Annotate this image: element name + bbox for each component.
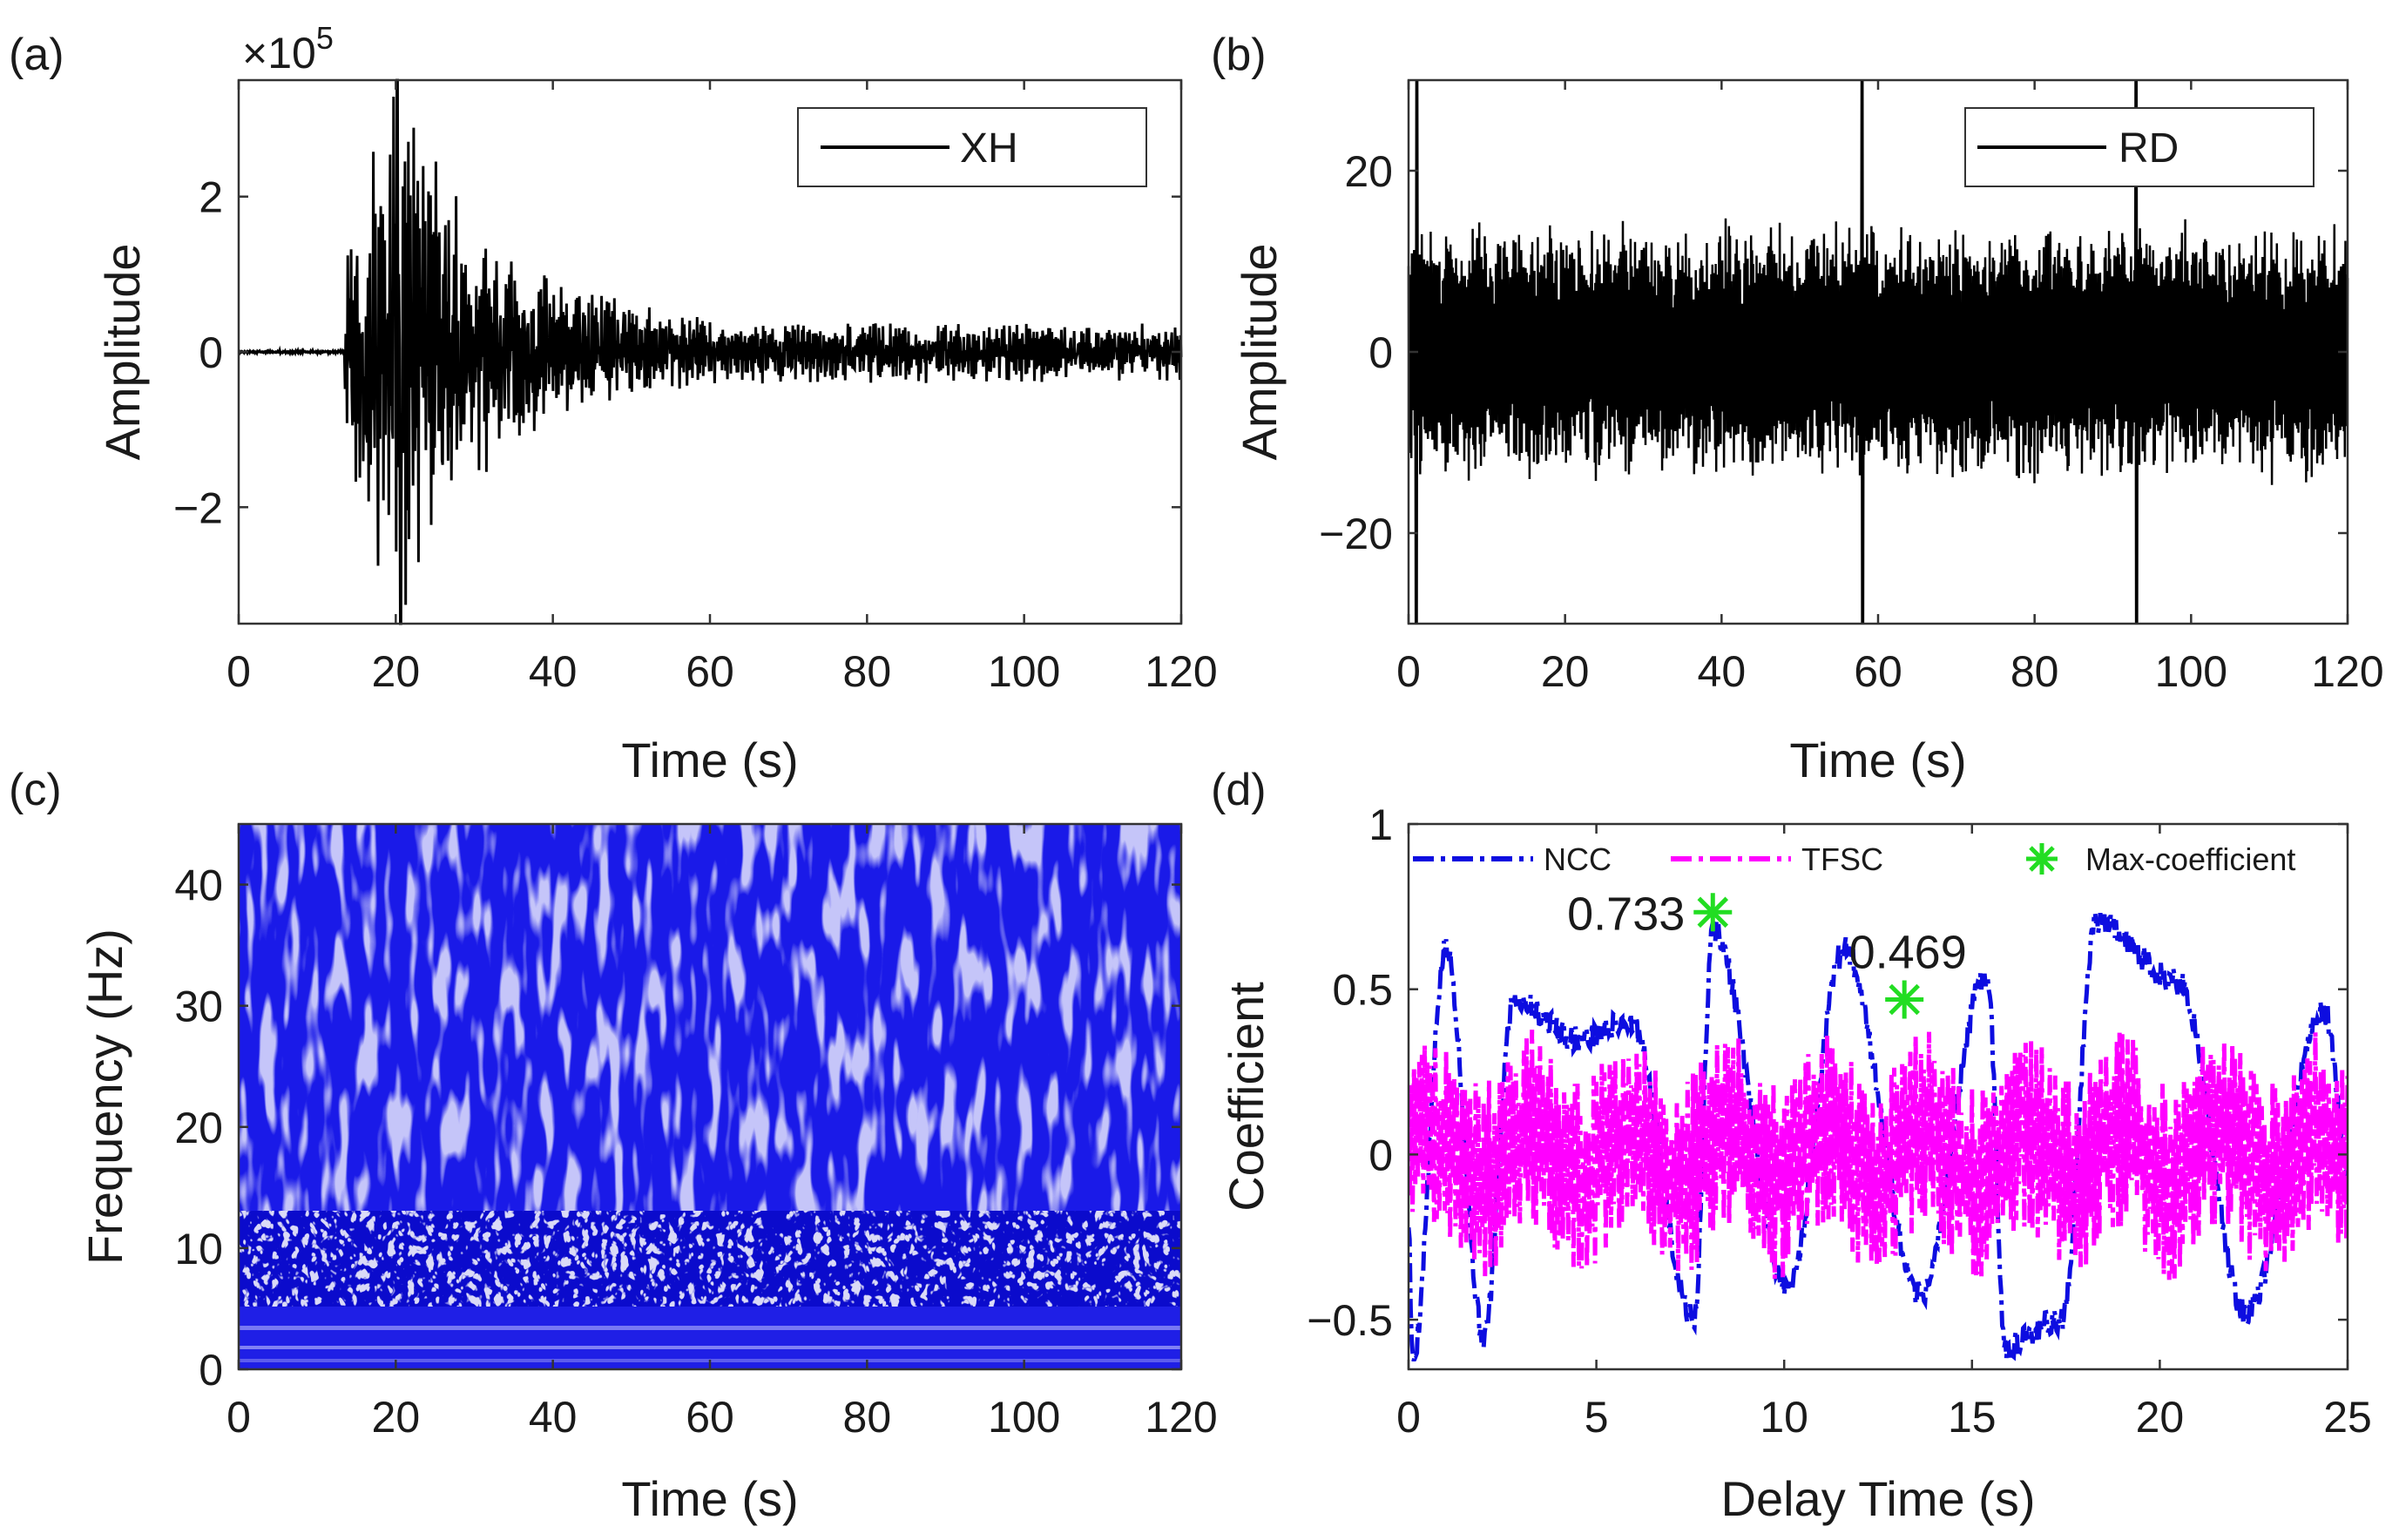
- x-tick-label: 100: [988, 647, 1060, 696]
- x-tick-label: 0: [226, 647, 251, 696]
- scale-factor-exponent: 5: [316, 20, 334, 56]
- y-tick-label: −2: [173, 483, 223, 532]
- x-tick-label: 0: [226, 1393, 251, 1442]
- plot-area-a: [237, 78, 1183, 625]
- max-coefficient-marker: [1885, 980, 1924, 1019]
- y-tick-label: 1: [1368, 800, 1393, 849]
- max-coefficient-markers: 0.733 0.469: [1567, 888, 1967, 1019]
- max-coefficient-label: 0.469: [1849, 926, 1967, 978]
- max-coefficient-marker: [1693, 893, 1733, 932]
- panel-label-a: (a): [9, 30, 64, 80]
- legend-a: XH: [797, 107, 1147, 187]
- x-tick-label: 0: [1396, 1393, 1421, 1442]
- y-ticks-d: −0.5 0 0.5 1: [1307, 800, 2348, 1345]
- y-tick-label: 30: [174, 983, 223, 1031]
- y-ticks-c: 0 10 20 30 40: [174, 861, 1181, 1395]
- scale-factor-base: ×10: [242, 29, 316, 78]
- y-tick-label: 20: [174, 1104, 223, 1152]
- max-coefficient-label: 0.733: [1567, 888, 1685, 940]
- panel-c: (c): [9, 765, 1218, 1526]
- x-tick-label: 20: [2136, 1393, 2185, 1442]
- legend-label-ncc: NCC: [1544, 841, 1612, 877]
- x-axis-label-d: Delay Time (s): [1721, 1471, 2036, 1526]
- y-tick-label: 0: [1368, 1131, 1393, 1179]
- x-tick-label: 60: [686, 647, 734, 696]
- x-ticks-a: 0 20 40 60 80 100 120: [226, 80, 1218, 696]
- x-tick-label: 20: [1541, 647, 1590, 696]
- x-tick-label: 40: [529, 1393, 578, 1442]
- heatmap-c: [239, 824, 1181, 1369]
- x-tick-label: 5: [1585, 1393, 1609, 1442]
- y-tick-label: 2: [199, 173, 223, 222]
- x-tick-label: 80: [843, 1393, 892, 1442]
- y-tick-label: 40: [174, 861, 223, 910]
- x-tick-label: 60: [686, 1393, 734, 1442]
- y-tick-label: −20: [1319, 510, 1393, 558]
- x-axis-label-b: Time (s): [1789, 733, 1966, 787]
- series-line-tfsc: [1409, 1030, 2348, 1280]
- legend-label-rd: RD: [2119, 125, 2179, 172]
- scale-factor-a: ×105: [242, 20, 334, 78]
- x-ticks-b: 0 20 40 60 80 100 120: [1396, 80, 2384, 696]
- x-tick-label: 80: [2010, 647, 2059, 696]
- panel-b: (b) 0 20 40 60 80 100 120 −20 0 20 Time (s) Ampl…: [1211, 30, 2384, 787]
- legend-label-tfsc: TFSC: [1801, 841, 1883, 877]
- y-tick-label: 10: [174, 1225, 223, 1273]
- legend-d: NCC TFSC Max-coefficient: [1413, 841, 2295, 877]
- y-tick-label: 0: [199, 1346, 223, 1395]
- y-axis-label-a: Amplitude: [95, 243, 150, 460]
- panel-a: (a) ×105 0 20 40 60 80 100 120 −2 0 2 Time (s) A…: [9, 20, 1218, 787]
- legend-swatch-max: [2026, 843, 2058, 875]
- y-tick-label: −0.5: [1307, 1296, 1393, 1345]
- x-axis-label-a: Time (s): [621, 733, 798, 787]
- x-tick-label: 20: [372, 1393, 421, 1442]
- y-tick-label: 0: [199, 328, 223, 377]
- legend-b: RD: [1964, 107, 2315, 187]
- series-line-rd: [1407, 79, 2349, 625]
- x-tick-label: 100: [2155, 647, 2227, 696]
- heatmap-band-1: [239, 1326, 1181, 1330]
- y-ticks-b: −20 0 20: [1319, 147, 2348, 558]
- panel-label-d: (d): [1211, 765, 1267, 815]
- heatmap-bands: [239, 1307, 1181, 1369]
- y-tick-label: 0: [1368, 328, 1393, 377]
- x-tick-label: 100: [988, 1393, 1060, 1442]
- panel-label-b: (b): [1211, 30, 1267, 80]
- x-tick-label: 120: [1145, 647, 1217, 696]
- y-axis-label-d: Coefficient: [1219, 982, 1274, 1212]
- legend-label-max: Max-coefficient: [2085, 841, 2295, 877]
- x-tick-label: 25: [2323, 1393, 2372, 1442]
- x-tick-label: 60: [1854, 647, 1902, 696]
- series-line-ncc: [1409, 911, 2348, 1362]
- y-ticks-a: −2 0 2: [173, 173, 1181, 532]
- x-tick-label: 0: [1396, 647, 1421, 696]
- x-ticks-c: 0 20 40 60 80 100 120: [226, 824, 1218, 1442]
- x-tick-label: 40: [529, 647, 578, 696]
- x-tick-label: 15: [1948, 1393, 1997, 1442]
- y-tick-label: 0.5: [1332, 966, 1393, 1015]
- axes-frame-d: [1407, 822, 2349, 1371]
- y-axis-label-b: Amplitude: [1232, 243, 1287, 460]
- panel-d: (d) 0 5 10 15 20 25 −0.500.51 Delay Time (s) …: [1211, 765, 2372, 1526]
- x-tick-label: 40: [1698, 647, 1747, 696]
- x-tick-label: 10: [1760, 1393, 1808, 1442]
- series-line-xh: [237, 78, 1183, 625]
- heatmap-band-2: [239, 1346, 1181, 1349]
- legend-label-xh: XH: [960, 125, 1018, 172]
- x-tick-label: 120: [2311, 647, 2383, 696]
- plot-area-d: [1409, 911, 2348, 1362]
- x-axis-label-c: Time (s): [621, 1471, 798, 1526]
- x-ticks-d: 0 5 10 15 20 25: [1396, 824, 2372, 1442]
- x-tick-label: 20: [372, 647, 421, 696]
- plot-area-b: [1407, 79, 2349, 625]
- x-tick-label: 120: [1145, 1393, 1217, 1442]
- y-tick-label: 20: [1344, 147, 1393, 196]
- x-tick-label: 80: [843, 647, 892, 696]
- panel-label-c: (c): [9, 765, 62, 815]
- y-axis-label-c: Frequency (Hz): [78, 929, 132, 1265]
